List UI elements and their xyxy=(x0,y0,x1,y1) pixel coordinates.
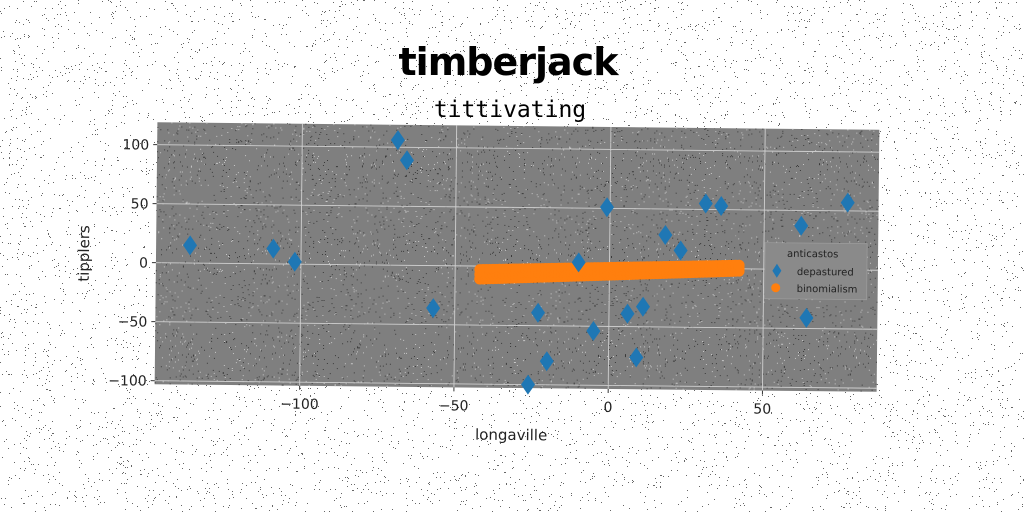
x-tick-label: −50 xyxy=(439,398,469,414)
legend-box xyxy=(764,242,868,301)
chart-title: timberjack xyxy=(399,40,620,84)
x-gridline xyxy=(453,125,458,388)
y-tick-label: −100 xyxy=(108,373,147,389)
x-axis-ticks: −100 −50 0 50 xyxy=(280,385,771,418)
depastured-point xyxy=(840,192,855,213)
depastured-point xyxy=(399,150,414,171)
y-gridline xyxy=(154,380,877,389)
legend-circle-marker xyxy=(771,283,781,293)
depastured-point xyxy=(183,235,198,256)
depastured-point xyxy=(714,196,729,217)
x-axis-label: longaville xyxy=(475,426,547,445)
depastured-point xyxy=(629,347,644,368)
legend: anticastos depastured binomialism xyxy=(764,242,868,301)
depastured-point xyxy=(600,197,615,218)
chart-subtitle: tittivating xyxy=(434,97,586,123)
depastured-point xyxy=(426,298,441,319)
depastured-point xyxy=(390,130,405,151)
series-depastured xyxy=(183,130,855,395)
series-binomialism xyxy=(474,259,745,285)
depastured-point xyxy=(620,303,635,324)
legend-entry-depastured: depastured xyxy=(797,267,854,279)
x-tick-label: −100 xyxy=(280,397,319,413)
depastured-point xyxy=(673,240,688,261)
y-tick-label: 0 xyxy=(139,256,148,272)
legend-entry-binomialism: binomialism xyxy=(797,284,858,296)
depastured-point xyxy=(266,238,281,259)
x-gridline xyxy=(299,123,303,386)
y-gridline xyxy=(157,144,880,153)
y-gridline xyxy=(155,321,878,330)
depastured-point xyxy=(521,374,536,395)
depastured-point xyxy=(636,296,651,317)
x-gridline xyxy=(607,126,612,389)
depastured-point xyxy=(658,224,673,245)
y-tick-label: 50 xyxy=(131,196,149,212)
depastured-point xyxy=(571,252,586,273)
depastured-point xyxy=(586,320,601,341)
legend-title: anticastos xyxy=(787,249,838,261)
x-tick-label: 50 xyxy=(753,402,771,418)
depastured-point xyxy=(794,215,809,236)
legend-diamond-marker xyxy=(772,263,782,278)
y-tick-label: 100 xyxy=(122,137,149,153)
depastured-point xyxy=(287,251,302,272)
depastured-point xyxy=(698,193,713,214)
x-tick-label: 0 xyxy=(603,400,612,416)
depastured-point xyxy=(539,351,554,372)
binomialism-point xyxy=(733,259,745,271)
y-axis-label: tipplers xyxy=(75,225,94,282)
depastured-point xyxy=(531,302,546,323)
y-tick-label: −50 xyxy=(118,314,148,330)
x-gridline xyxy=(762,128,766,391)
y-gridline xyxy=(156,203,879,212)
y-axis-ticks: 100 50 0 −50 −100 xyxy=(108,137,158,390)
depastured-point xyxy=(799,307,814,328)
